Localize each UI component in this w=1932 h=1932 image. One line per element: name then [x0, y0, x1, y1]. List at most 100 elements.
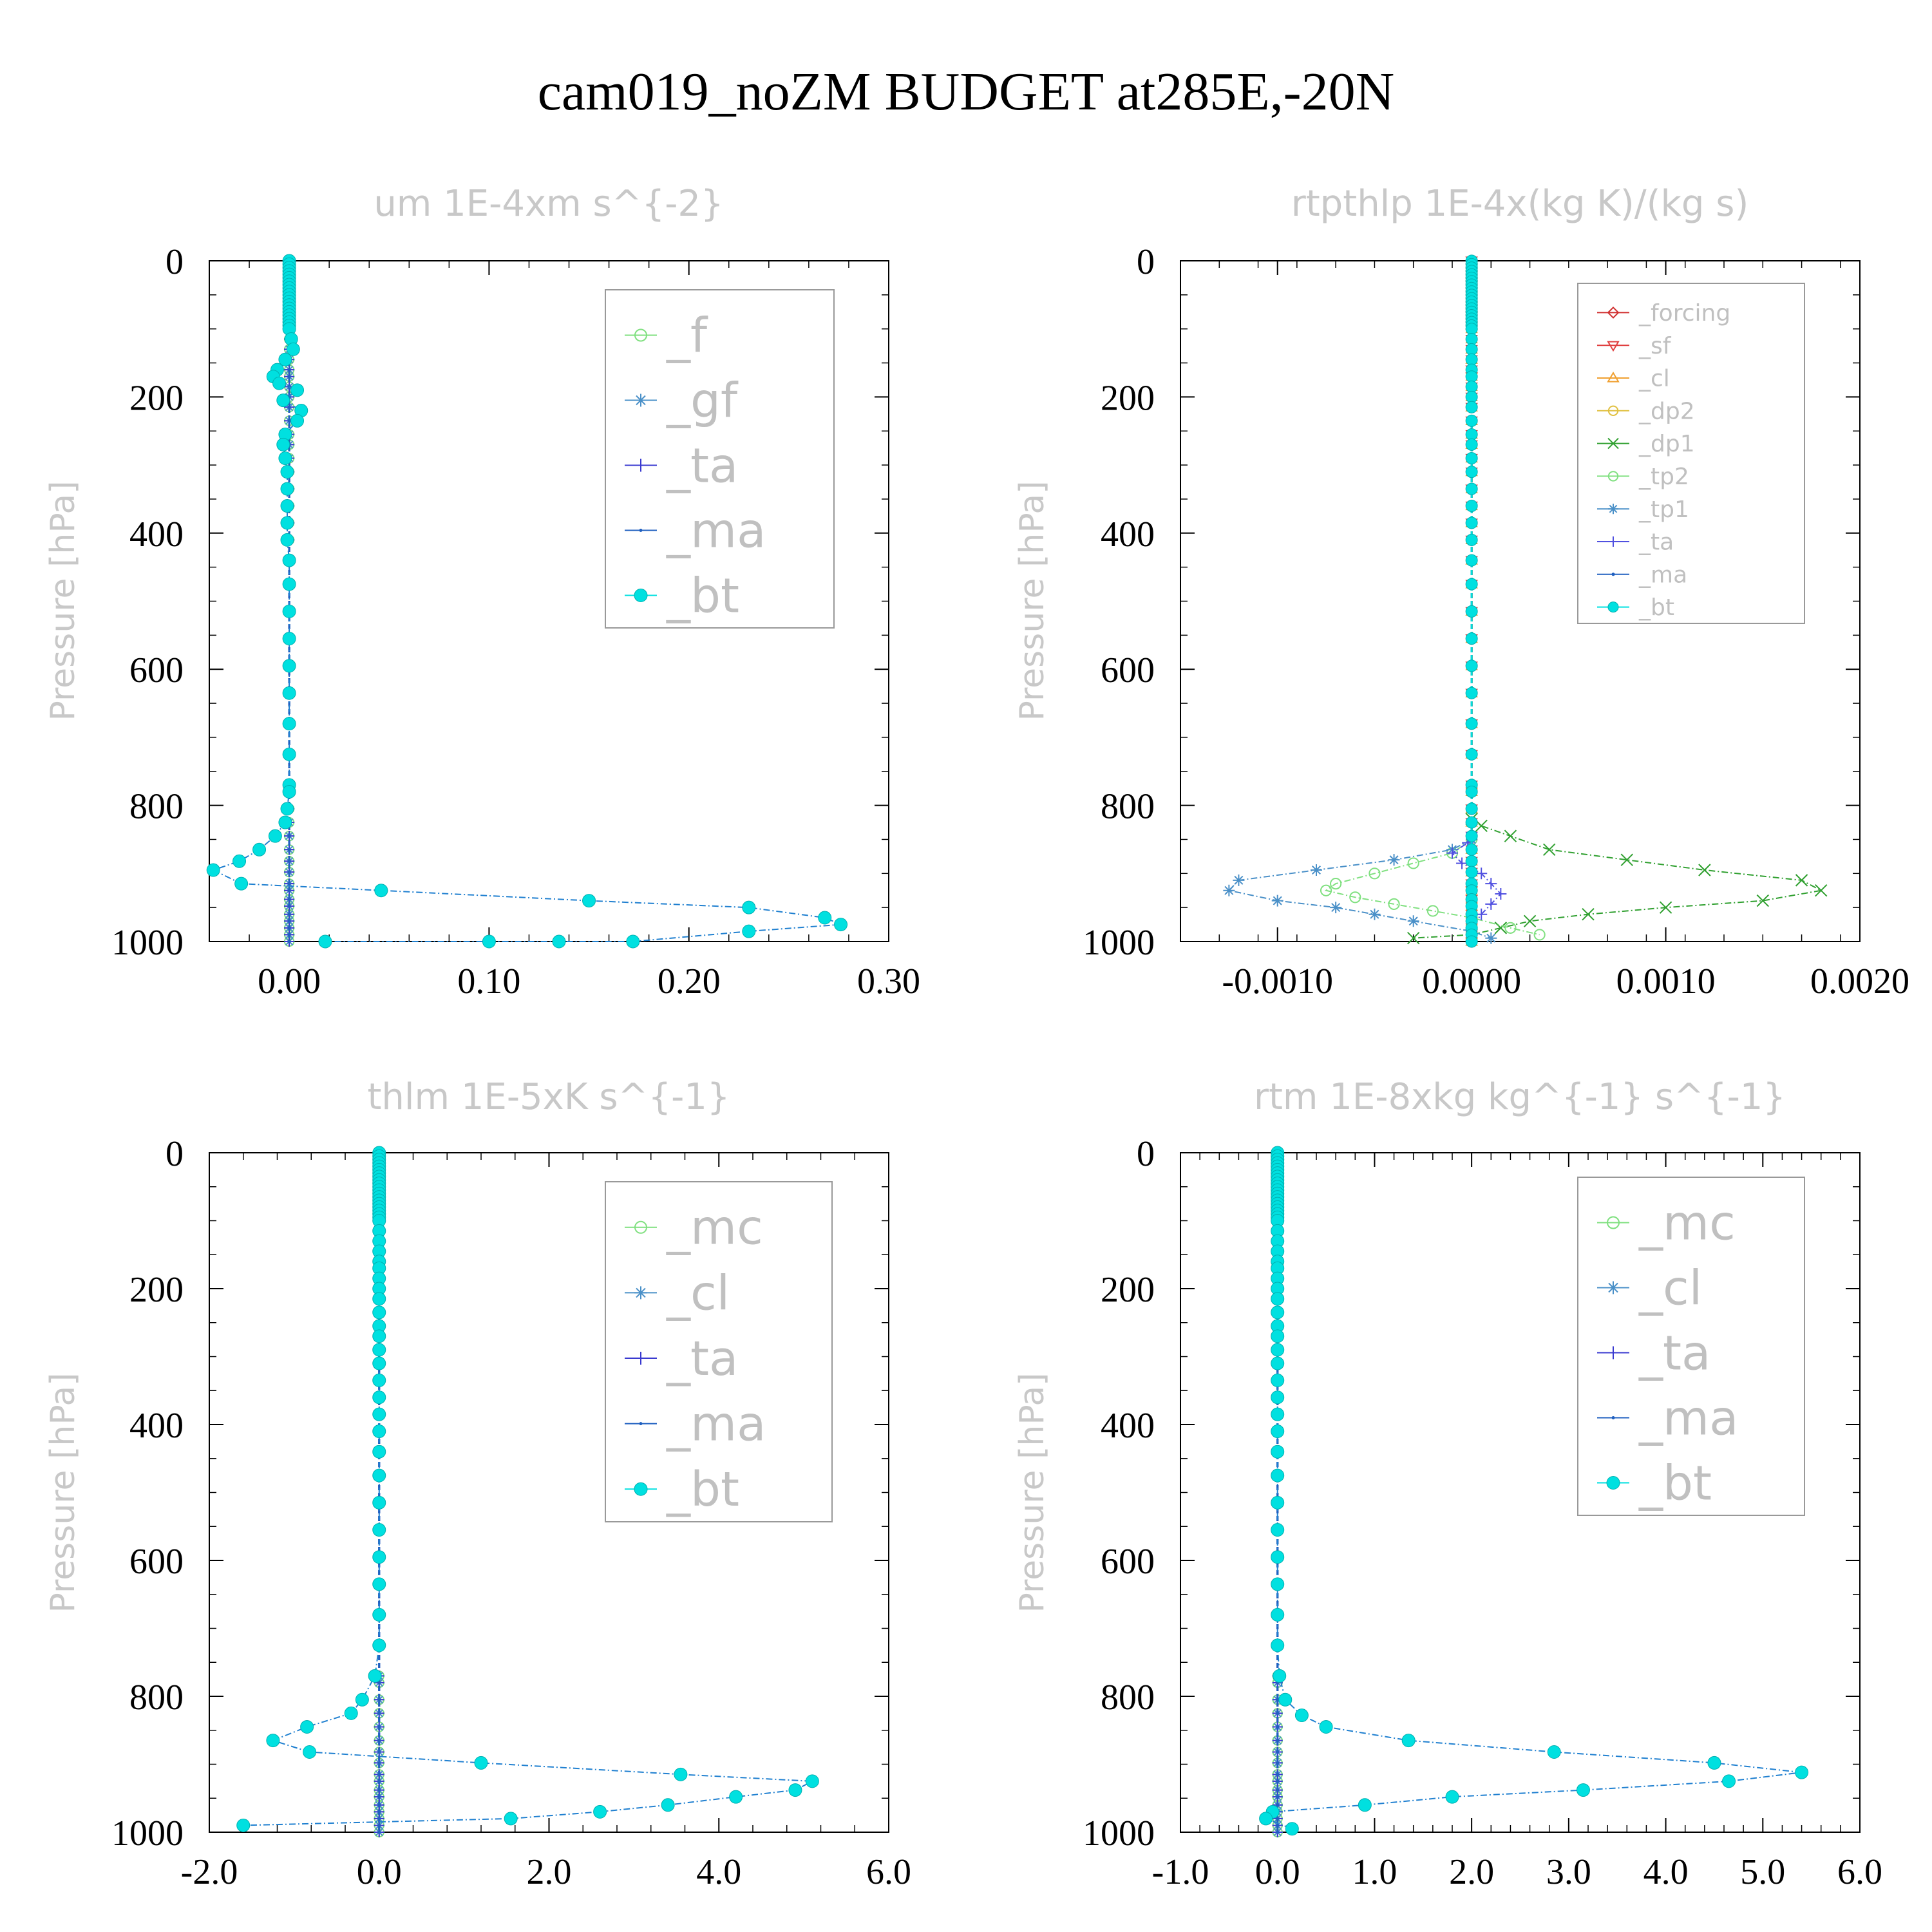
legend-marker — [634, 1220, 647, 1234]
legend-label: _cl — [1638, 366, 1670, 392]
data-point — [377, 1698, 381, 1701]
data-point — [1349, 891, 1361, 904]
y-tick-label: 1000 — [1083, 1814, 1155, 1853]
y-tick-label: 400 — [1101, 515, 1155, 554]
data-point — [1495, 888, 1507, 900]
data-point — [280, 802, 294, 816]
data-point — [372, 1373, 386, 1387]
data-point — [1485, 898, 1497, 910]
data-point — [282, 784, 296, 799]
data-point — [834, 918, 848, 932]
data-point — [1465, 632, 1478, 645]
series-line — [1413, 818, 1823, 939]
legend-label: _ma — [1638, 1390, 1738, 1446]
data-point — [1795, 874, 1808, 887]
y-tick-label: 800 — [129, 787, 184, 827]
panel-title: thlm 1E-5xK s^{-1} — [367, 1076, 730, 1118]
data-point — [1271, 895, 1283, 907]
data-point — [1465, 466, 1478, 478]
data-point — [1465, 829, 1478, 842]
data-point — [1271, 1638, 1285, 1653]
data-point — [276, 437, 290, 451]
data-point — [1271, 1468, 1285, 1482]
data-point — [1815, 884, 1828, 897]
data-point — [372, 1343, 386, 1357]
legend-box — [605, 289, 835, 629]
data-point — [626, 934, 640, 949]
x-tick-label: 6.0 — [1837, 1852, 1882, 1892]
data-point — [287, 904, 291, 908]
data-point — [818, 911, 832, 925]
legend-marker — [1607, 601, 1619, 613]
legend-label: _cl — [666, 1265, 730, 1321]
data-point — [1368, 908, 1381, 920]
legend-label: _ta — [1638, 529, 1674, 556]
data-point — [372, 1292, 386, 1306]
data-point — [344, 1706, 358, 1720]
data-point — [282, 686, 296, 700]
data-point — [1368, 867, 1381, 880]
data-point — [280, 499, 294, 513]
data-point — [1465, 605, 1478, 618]
legend: _f _gf _ta _ma _bt — [605, 289, 835, 629]
data-point — [1756, 894, 1769, 907]
data-point — [1271, 1343, 1285, 1357]
data-point — [1523, 914, 1537, 927]
data-point — [1465, 414, 1478, 427]
data-point — [552, 934, 566, 949]
legend-marker — [634, 1286, 647, 1300]
legend-label: _dp2 — [1638, 398, 1695, 424]
data-point — [1276, 1739, 1280, 1743]
legend-marker — [1608, 504, 1618, 515]
y-axis-label: Pressure [hPa] — [44, 481, 82, 721]
legend-marker — [1607, 1346, 1620, 1359]
y-tick-label: 0 — [1137, 1134, 1155, 1174]
data-point — [1485, 932, 1497, 944]
data-point — [1465, 802, 1478, 815]
x-tick-label: 3.0 — [1546, 1852, 1591, 1892]
data-point — [276, 393, 290, 408]
data-point — [282, 553, 296, 567]
data-point — [1465, 353, 1478, 366]
data-point — [287, 882, 291, 886]
x-tick-label: 6.0 — [866, 1852, 911, 1892]
data-point — [372, 1468, 386, 1482]
legend-label: _forcing — [1638, 300, 1730, 327]
y-tick-label: 200 — [1101, 378, 1155, 418]
x-tick-label: 0.0 — [357, 1852, 402, 1892]
legend-marker — [1607, 405, 1619, 416]
data-point — [377, 1817, 381, 1821]
data-point — [1465, 482, 1478, 495]
series-bt — [206, 254, 848, 949]
legend-label: _ta — [666, 1331, 738, 1387]
data-point — [1504, 922, 1517, 934]
data-point — [1707, 1756, 1721, 1770]
data-point — [377, 1823, 381, 1827]
data-point — [1465, 554, 1478, 567]
legend-marker — [1607, 437, 1619, 450]
legend: _mc _cl _ta _ma _bt — [1577, 1177, 1805, 1516]
data-point — [1465, 578, 1478, 591]
y-tick-label: 600 — [1101, 650, 1155, 690]
data-point — [1285, 1822, 1299, 1836]
legend-marker — [634, 589, 648, 602]
data-point — [282, 577, 296, 591]
data-point — [1311, 864, 1322, 876]
data-point — [788, 1783, 802, 1797]
legend-marker — [1607, 471, 1619, 482]
legend-marker — [1607, 372, 1620, 383]
y-tick-label: 400 — [1101, 1406, 1155, 1446]
legend-label: _f — [666, 308, 708, 363]
legend-marker — [634, 459, 647, 472]
legend-label: _mc — [666, 1200, 763, 1256]
data-point — [287, 940, 291, 943]
data-point — [1233, 874, 1245, 886]
panel-1: um 1E-4xm s^{-2} Pressure [hPa] 0 200 400 600… — [44, 183, 920, 1001]
series-line — [1324, 838, 1540, 936]
data-point — [290, 413, 305, 428]
data-point — [1465, 500, 1478, 513]
y-tick-label: 800 — [1101, 1678, 1155, 1718]
data-point — [372, 1607, 386, 1622]
data-point — [805, 1774, 819, 1788]
series-bt — [1465, 254, 1478, 948]
